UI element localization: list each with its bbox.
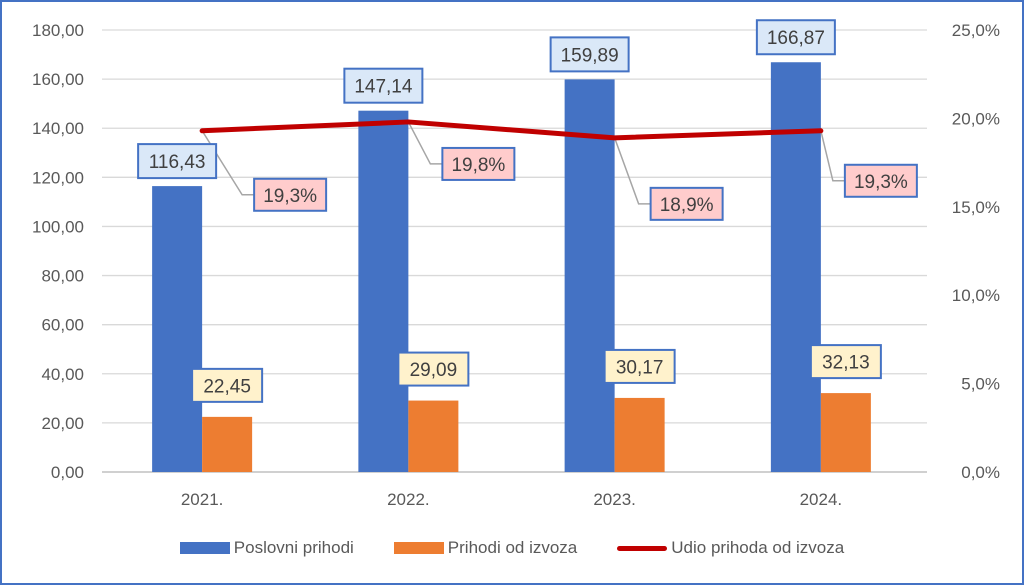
- data-label-izvoz: 30,17: [616, 357, 664, 378]
- leader-line: [407, 121, 443, 165]
- y-left-tick: 100,00: [32, 217, 84, 236]
- data-label-udio-box: [441, 146, 516, 181]
- legend-item-udio: Udio prihoda od izvoza: [617, 538, 844, 558]
- data-label-izvoz: 32,13: [822, 353, 870, 374]
- bar-poslovni-prihodi: [770, 62, 821, 472]
- y-left-tick: 160,00: [32, 70, 84, 89]
- y-left-tick: 0,00: [51, 463, 84, 482]
- legend-swatch-line: [617, 545, 668, 551]
- y-right-tick: 20,0%: [952, 109, 1000, 128]
- x-tick: 2021.: [181, 490, 224, 509]
- data-label-izvoz: 29,09: [410, 360, 458, 381]
- line-udio-prihoda: [199, 119, 824, 141]
- data-label-izvoz-box: [397, 351, 470, 387]
- data-label-udio: 19,8%: [451, 155, 505, 176]
- legend-label: Udio prihoda od izvoza: [671, 538, 845, 557]
- legend-swatch-orange: [393, 542, 444, 554]
- leader-line: [613, 137, 651, 205]
- y-left-tick: 60,00: [41, 316, 84, 335]
- bar-prihodi-od-izvoza: [408, 400, 459, 472]
- data-label-udio: 19,3%: [854, 172, 908, 193]
- data-label-izvoz-box: [191, 367, 264, 403]
- y-left-tick: 120,00: [32, 168, 84, 187]
- y-right-tick: 0,0%: [961, 463, 1000, 482]
- y-left-tick: 80,00: [41, 267, 84, 286]
- data-label-izvoz-box: [809, 344, 882, 380]
- y-left-tick: 180,00: [32, 21, 84, 40]
- data-label-poslovni: 147,14: [354, 77, 413, 98]
- y-left-tick: 40,00: [41, 365, 84, 384]
- y-left-tick: 140,00: [32, 119, 84, 138]
- y-right-tick: 5,0%: [961, 375, 1000, 394]
- data-label-poslovni: 116,43: [149, 152, 206, 173]
- data-label-izvoz: 22,45: [203, 376, 251, 397]
- x-tick: 2022.: [387, 490, 430, 509]
- data-label-udio-box: [843, 163, 918, 198]
- bar-poslovni-prihodi: [358, 110, 409, 473]
- legend: Poslovni prihodi Prihodi od izvoza Udio …: [2, 538, 1022, 558]
- bar-poslovni-prihodi: [152, 186, 203, 472]
- bar-prihodi-od-izvoza: [820, 393, 871, 472]
- legend-item-prihodi-od-izvoza: Prihodi od izvoza: [393, 538, 578, 558]
- data-label-udio-box: [649, 186, 724, 221]
- bar-poslovni-prihodi: [564, 79, 615, 472]
- data-label-izvoz-box: [603, 348, 676, 384]
- data-label-poslovni-box: [755, 19, 836, 56]
- data-label-udio-box: [253, 177, 328, 212]
- legend-label: Prihodi od izvoza: [447, 538, 578, 557]
- bar-prihodi-od-izvoza: [614, 397, 665, 472]
- bar-prihodi-od-izvoza: [202, 416, 253, 472]
- x-tick: 2024.: [800, 490, 843, 509]
- data-label-poslovni: 159,89: [561, 45, 619, 66]
- x-tick: 2023.: [593, 490, 636, 509]
- data-label-poslovni-box: [343, 67, 424, 104]
- legend-swatch-blue: [179, 542, 230, 554]
- data-label-poslovni-box: [549, 36, 630, 73]
- leader-line: [820, 130, 845, 182]
- data-label-udio: 18,9%: [660, 195, 714, 216]
- data-label-udio: 19,3%: [263, 186, 317, 207]
- y-right-tick: 15,0%: [952, 198, 1000, 217]
- legend-item-poslovni-prihodi: Poslovni prihodi: [179, 538, 354, 558]
- data-label-poslovni-box: [137, 143, 218, 180]
- y-right-tick: 25,0%: [952, 21, 1000, 40]
- y-right-tick: 10,0%: [952, 286, 1000, 305]
- y-left-tick: 20,00: [41, 414, 84, 433]
- data-label-poslovni: 166,87: [767, 28, 825, 49]
- legend-label: Poslovni prihodi: [233, 538, 354, 557]
